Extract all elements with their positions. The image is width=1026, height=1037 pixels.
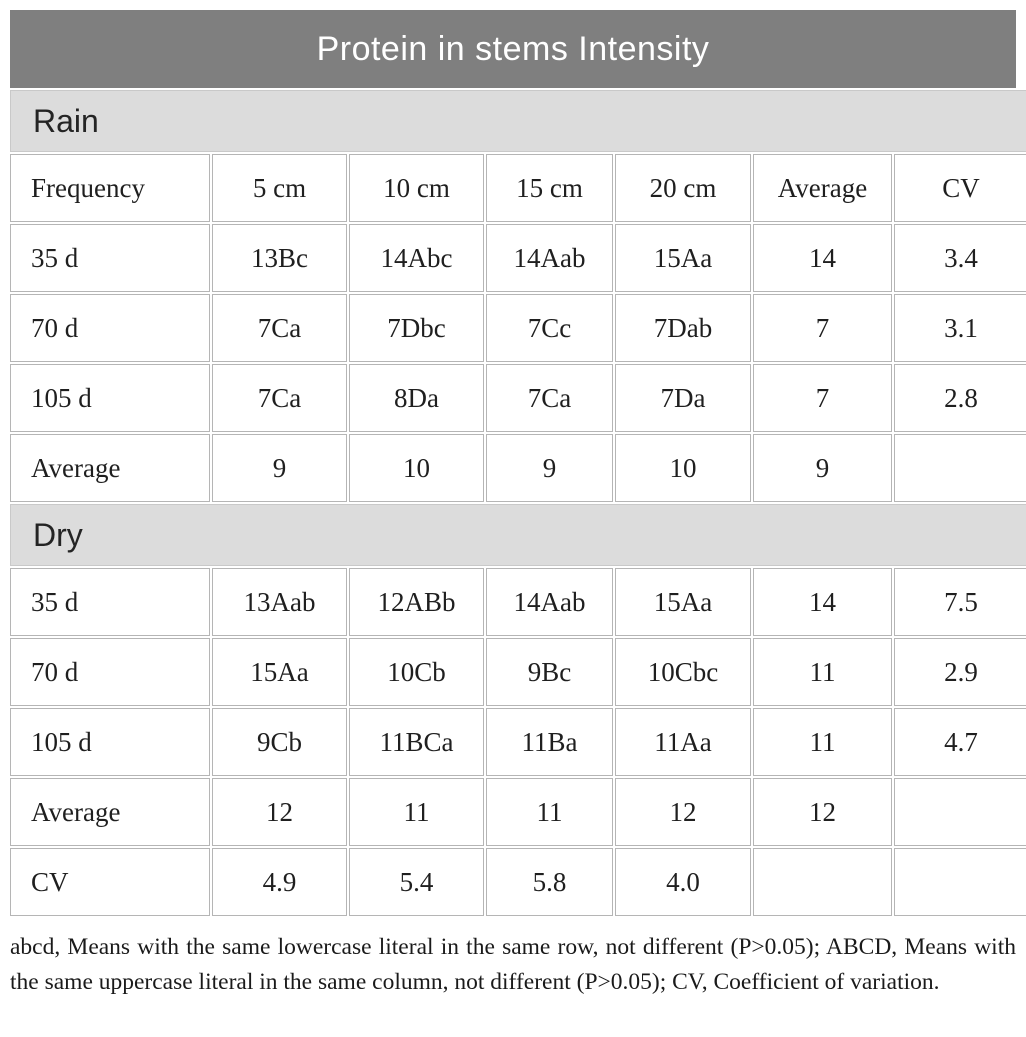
table-cell: 11BCa bbox=[349, 708, 484, 776]
table-cell: 10 bbox=[615, 434, 751, 502]
table-cell: 15Aa bbox=[212, 638, 347, 706]
section-header-rain: Rain bbox=[10, 90, 1026, 152]
table-figure: Protein in stems Intensity Rain Frequenc… bbox=[8, 10, 1026, 996]
row-label: 105 d bbox=[10, 364, 210, 432]
table-row: 35 d 13Aab 12ABb 14Aab 15Aa 14 7.5 bbox=[10, 568, 1026, 636]
table-row: 70 d 7Ca 7Dbc 7Cc 7Dab 7 3.1 bbox=[10, 294, 1026, 362]
table-cell bbox=[753, 848, 892, 916]
column-header-20cm: 20 cm bbox=[615, 154, 751, 222]
table-cell: 14Abc bbox=[349, 224, 484, 292]
table-cell: 7Ca bbox=[212, 364, 347, 432]
table-cell: 14 bbox=[753, 224, 892, 292]
table-cell: 11Ba bbox=[486, 708, 613, 776]
column-header-5cm: 5 cm bbox=[212, 154, 347, 222]
table-cell: 2.9 bbox=[894, 638, 1026, 706]
row-label: CV bbox=[10, 848, 210, 916]
table-cell bbox=[894, 778, 1026, 846]
column-header-frequency: Frequency bbox=[10, 154, 210, 222]
section-row-dry: Dry bbox=[10, 504, 1026, 566]
table-cell: 2.8 bbox=[894, 364, 1026, 432]
table-cell: 11Aa bbox=[615, 708, 751, 776]
table-cell: 11 bbox=[349, 778, 484, 846]
table-cell: 7Ca bbox=[486, 364, 613, 432]
table-cell: 5.4 bbox=[349, 848, 484, 916]
row-label: Average bbox=[10, 778, 210, 846]
section-row-rain: Rain bbox=[10, 90, 1026, 152]
table-row: 70 d 15Aa 10Cb 9Bc 10Cbc 11 2.9 bbox=[10, 638, 1026, 706]
table-row: Average 9 10 9 10 9 bbox=[10, 434, 1026, 502]
row-label: 70 d bbox=[10, 294, 210, 362]
row-label: 105 d bbox=[10, 708, 210, 776]
column-header-average: Average bbox=[753, 154, 892, 222]
row-label: 35 d bbox=[10, 568, 210, 636]
table-cell: 9 bbox=[486, 434, 613, 502]
table-cell: 15Aa bbox=[615, 568, 751, 636]
table-cell: 14Aab bbox=[486, 568, 613, 636]
table-cell: 11 bbox=[486, 778, 613, 846]
table-row: 105 d 7Ca 8Da 7Ca 7Da 7 2.8 bbox=[10, 364, 1026, 432]
table-cell: 3.4 bbox=[894, 224, 1026, 292]
header-row: Frequency 5 cm 10 cm 15 cm 20 cm Average… bbox=[10, 154, 1026, 222]
table-cell: 5.8 bbox=[486, 848, 613, 916]
table-cell bbox=[894, 434, 1026, 502]
table-cell: 7Cc bbox=[486, 294, 613, 362]
table-cell: 4.0 bbox=[615, 848, 751, 916]
section-header-dry: Dry bbox=[10, 504, 1026, 566]
column-header-10cm: 10 cm bbox=[349, 154, 484, 222]
table-cell: 11 bbox=[753, 708, 892, 776]
table-cell: 12ABb bbox=[349, 568, 484, 636]
data-table: Rain Frequency 5 cm 10 cm 15 cm 20 cm Av… bbox=[8, 88, 1026, 918]
table-cell: 12 bbox=[212, 778, 347, 846]
table-cell: 8Da bbox=[349, 364, 484, 432]
table-cell: 15Aa bbox=[615, 224, 751, 292]
row-label: 70 d bbox=[10, 638, 210, 706]
table-cell: 12 bbox=[615, 778, 751, 846]
table-row: 35 d 13Bc 14Abc 14Aab 15Aa 14 3.4 bbox=[10, 224, 1026, 292]
table-cell: 10Cbc bbox=[615, 638, 751, 706]
row-label: 35 d bbox=[10, 224, 210, 292]
table-cell: 10 bbox=[349, 434, 484, 502]
table-cell: 7.5 bbox=[894, 568, 1026, 636]
table-cell bbox=[894, 848, 1026, 916]
table-cell: 9 bbox=[753, 434, 892, 502]
table-cell: 7Dab bbox=[615, 294, 751, 362]
table-cell: 9Cb bbox=[212, 708, 347, 776]
table-cell: 12 bbox=[753, 778, 892, 846]
footnote: abcd, Means with the same lowercase lite… bbox=[10, 934, 1016, 996]
column-header-cv: CV bbox=[894, 154, 1026, 222]
table-cell: 4.7 bbox=[894, 708, 1026, 776]
table-row: 105 d 9Cb 11BCa 11Ba 11Aa 11 4.7 bbox=[10, 708, 1026, 776]
table-cell: 7Dbc bbox=[349, 294, 484, 362]
table-cell: 14Aab bbox=[486, 224, 613, 292]
table-cell: 7 bbox=[753, 364, 892, 432]
table-cell: 9 bbox=[212, 434, 347, 502]
table-row: Average 12 11 11 12 12 bbox=[10, 778, 1026, 846]
table-cell: 7 bbox=[753, 294, 892, 362]
table-cell: 3.1 bbox=[894, 294, 1026, 362]
table-cell: 13Aab bbox=[212, 568, 347, 636]
table-cell: 14 bbox=[753, 568, 892, 636]
table-title-bar: Protein in stems Intensity bbox=[10, 10, 1016, 88]
table-cell: 7Da bbox=[615, 364, 751, 432]
column-header-15cm: 15 cm bbox=[486, 154, 613, 222]
table-cell: 11 bbox=[753, 638, 892, 706]
table-cell: 9Bc bbox=[486, 638, 613, 706]
table-cell: 13Bc bbox=[212, 224, 347, 292]
table-cell: 4.9 bbox=[212, 848, 347, 916]
table-title: Protein in stems Intensity bbox=[316, 29, 710, 68]
table-cell: 7Ca bbox=[212, 294, 347, 362]
table-cell: 10Cb bbox=[349, 638, 484, 706]
table-row: CV 4.9 5.4 5.8 4.0 bbox=[10, 848, 1026, 916]
row-label: Average bbox=[10, 434, 210, 502]
